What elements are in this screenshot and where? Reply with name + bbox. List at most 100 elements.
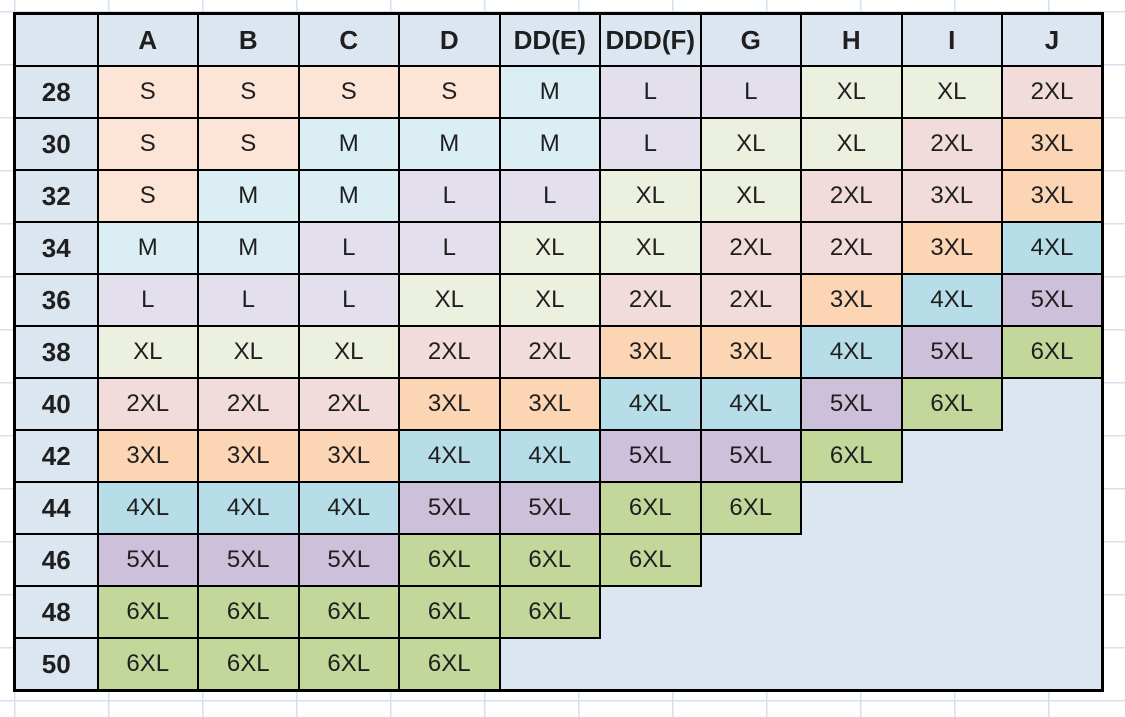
size-cell[interactable]: 6XL (599, 481, 702, 535)
size-cell[interactable]: 4XL (197, 481, 300, 535)
size-cell[interactable]: L (297, 273, 400, 327)
size-cell[interactable]: S (96, 117, 199, 171)
size-cell[interactable]: 6XL (398, 533, 501, 587)
empty-cell[interactable] (700, 638, 801, 691)
size-cell[interactable]: 6XL (297, 585, 400, 639)
size-cell[interactable]: 6XL (398, 585, 501, 639)
column-header-dde[interactable]: DD(E) (498, 12, 601, 67)
size-cell[interactable]: L (599, 65, 702, 119)
size-cell[interactable]: L (398, 221, 501, 275)
row-label-36[interactable]: 36 (13, 273, 99, 327)
empty-cell[interactable] (901, 534, 1002, 586)
size-cell[interactable]: 5XL (297, 533, 400, 587)
size-cell[interactable]: XL (699, 169, 802, 223)
size-cell[interactable]: 5XL (1001, 273, 1104, 327)
row-label-46[interactable]: 46 (13, 533, 99, 587)
size-cell[interactable]: 2XL (800, 169, 903, 223)
size-cell[interactable]: 2XL (96, 377, 199, 431)
column-header-b[interactable]: B (197, 12, 300, 67)
size-cell[interactable]: 4XL (900, 273, 1003, 327)
size-cell[interactable]: 5XL (699, 429, 802, 483)
empty-cell[interactable] (1002, 534, 1103, 586)
empty-cell[interactable] (700, 586, 801, 638)
size-cell[interactable]: 5XL (398, 481, 501, 535)
size-cell[interactable]: 4XL (398, 429, 501, 483)
empty-cell[interactable] (1002, 430, 1103, 482)
size-cell[interactable]: XL (398, 273, 501, 327)
size-cell[interactable]: XL (96, 325, 199, 379)
row-label-32[interactable]: 32 (13, 169, 99, 223)
empty-cell[interactable] (1002, 378, 1103, 430)
size-cell[interactable]: S (96, 65, 199, 119)
size-cell[interactable]: L (599, 117, 702, 171)
size-cell[interactable]: 6XL (297, 637, 400, 692)
empty-cell[interactable] (700, 534, 801, 586)
size-cell[interactable]: 5XL (900, 325, 1003, 379)
size-cell[interactable]: L (297, 221, 400, 275)
size-cell[interactable]: 6XL (900, 377, 1003, 431)
size-cell[interactable]: XL (599, 221, 702, 275)
size-cell[interactable]: 2XL (297, 377, 400, 431)
row-label-30[interactable]: 30 (13, 117, 99, 171)
row-label-34[interactable]: 34 (13, 221, 99, 275)
size-cell[interactable]: S (297, 65, 400, 119)
size-cell[interactable]: 3XL (398, 377, 501, 431)
size-cell[interactable]: XL (297, 325, 400, 379)
row-label-28[interactable]: 28 (13, 65, 99, 119)
size-cell[interactable]: 4XL (699, 377, 802, 431)
size-cell[interactable]: XL (599, 169, 702, 223)
size-cell[interactable]: 2XL (398, 325, 501, 379)
size-cell[interactable]: 4XL (498, 429, 601, 483)
size-cell[interactable]: M (297, 117, 400, 171)
empty-cell[interactable] (1002, 638, 1103, 691)
size-cell[interactable]: 3XL (599, 325, 702, 379)
row-label-44[interactable]: 44 (13, 481, 99, 535)
size-cell[interactable]: M (197, 169, 300, 223)
size-cell[interactable]: 4XL (599, 377, 702, 431)
size-cell[interactable]: 5XL (599, 429, 702, 483)
size-cell[interactable]: 6XL (599, 533, 702, 587)
size-cell[interactable]: 5XL (800, 377, 903, 431)
size-cell[interactable]: 2XL (800, 221, 903, 275)
empty-cell[interactable] (801, 534, 902, 586)
size-cell[interactable]: 3XL (197, 429, 300, 483)
empty-cell[interactable] (1002, 586, 1103, 638)
size-cell[interactable]: 3XL (699, 325, 802, 379)
column-header-j[interactable]: J (1001, 12, 1104, 67)
size-cell[interactable]: M (297, 169, 400, 223)
size-cell[interactable]: 2XL (900, 117, 1003, 171)
size-cell[interactable]: 2XL (599, 273, 702, 327)
size-cell[interactable]: 5XL (197, 533, 300, 587)
size-cell[interactable]: 6XL (197, 585, 300, 639)
corner-cell[interactable] (13, 12, 99, 67)
size-cell[interactable]: 2XL (699, 221, 802, 275)
size-cell[interactable]: 3XL (498, 377, 601, 431)
size-cell[interactable]: M (197, 221, 300, 275)
size-cell[interactable]: 3XL (800, 273, 903, 327)
size-cell[interactable]: 6XL (1001, 325, 1104, 379)
size-cell[interactable]: S (96, 169, 199, 223)
size-cell[interactable]: 3XL (900, 221, 1003, 275)
size-cell[interactable]: 5XL (498, 481, 601, 535)
size-cell[interactable]: 4XL (297, 481, 400, 535)
size-cell[interactable]: 6XL (197, 637, 300, 692)
column-header-dddf[interactable]: DDD(F) (599, 12, 702, 67)
size-cell[interactable]: 6XL (398, 637, 501, 692)
size-cell[interactable]: 2XL (1001, 65, 1104, 119)
empty-cell[interactable] (499, 638, 600, 691)
size-cell[interactable]: XL (900, 65, 1003, 119)
size-cell[interactable]: XL (800, 65, 903, 119)
size-cell[interactable]: S (398, 65, 501, 119)
size-cell[interactable]: 6XL (96, 585, 199, 639)
size-cell[interactable]: 2XL (197, 377, 300, 431)
size-cell[interactable]: 6XL (96, 637, 199, 692)
row-label-48[interactable]: 48 (13, 585, 99, 639)
size-cell[interactable]: L (197, 273, 300, 327)
size-cell[interactable]: XL (699, 117, 802, 171)
size-cell[interactable]: L (398, 169, 501, 223)
size-cell[interactable]: 3XL (1001, 117, 1104, 171)
column-header-g[interactable]: G (699, 12, 802, 67)
row-label-42[interactable]: 42 (13, 429, 99, 483)
size-cell[interactable]: L (699, 65, 802, 119)
row-label-50[interactable]: 50 (13, 637, 99, 692)
